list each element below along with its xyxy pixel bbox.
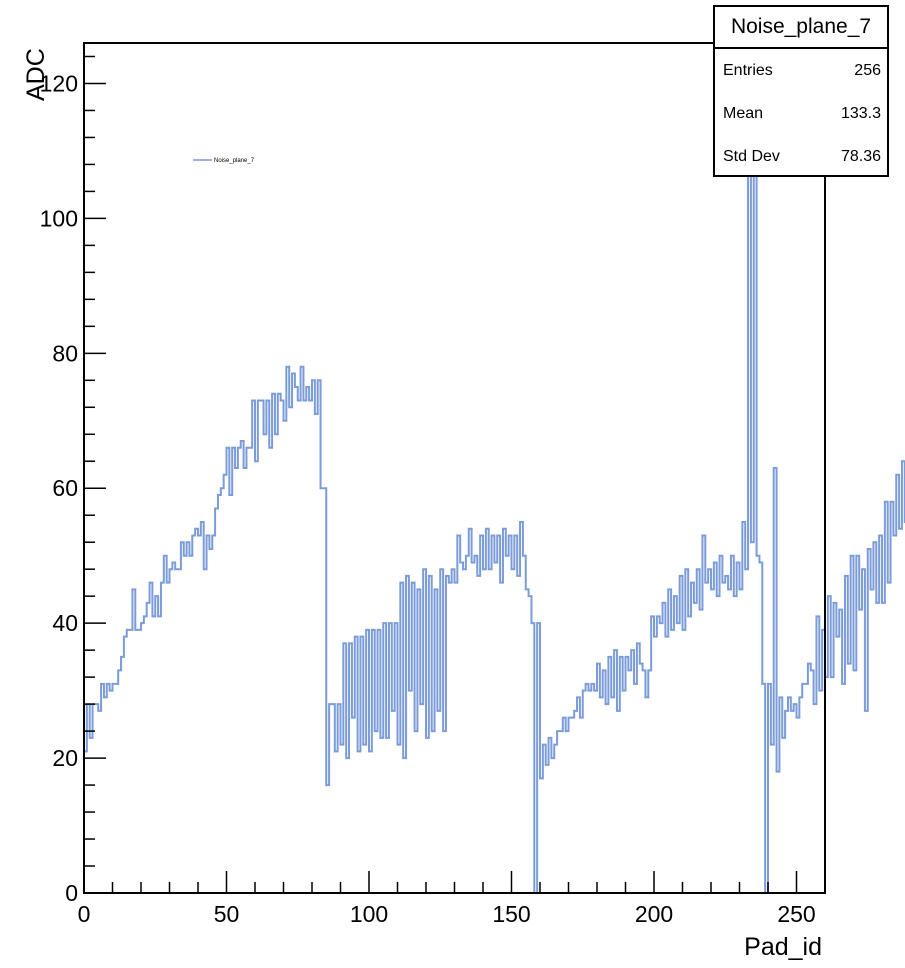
- y-tick-label: 20: [52, 745, 78, 771]
- x-tick-label: 50: [214, 901, 240, 927]
- stats-value: 256: [854, 62, 881, 79]
- ticks-layer: 0 50 100 150 200 250 0 20 40 60 80 100 120: [40, 55, 826, 927]
- stats-label: Mean: [723, 105, 764, 122]
- series-line-noise-plane-7: [83, 82, 905, 894]
- stats-box: Noise_plane_7 Entries 256 Mean 133.3 Std…: [713, 5, 889, 177]
- stats-value: 133.3: [840, 105, 881, 122]
- series-layer: [83, 82, 905, 894]
- stats-label: Entries: [723, 62, 773, 79]
- y-tick-label: 0: [65, 880, 78, 906]
- legend-label: Noise_plane_7: [214, 158, 255, 164]
- stats-row-mean: Mean 133.3: [715, 92, 887, 135]
- stats-title: Noise_plane_7: [715, 7, 887, 49]
- stats-label: Std Dev: [723, 148, 780, 165]
- y-tick-label: 120: [40, 70, 78, 96]
- x-tick-label: 250: [777, 901, 815, 927]
- stats-value: 78.36: [840, 148, 881, 165]
- x-tick-label: 0: [78, 901, 91, 927]
- x-tick-label: 200: [635, 901, 673, 927]
- y-tick-label: 60: [52, 475, 78, 501]
- x-tick-label: 100: [350, 901, 388, 927]
- y-tick-label: 40: [52, 610, 78, 636]
- y-axis-title: ADC: [22, 48, 50, 101]
- y-tick-label: 100: [40, 205, 78, 231]
- y-tick-label: 80: [52, 340, 78, 366]
- legend: Noise_plane_7: [193, 158, 255, 164]
- x-tick-label: 150: [492, 901, 530, 927]
- stats-row-entries: Entries 256: [715, 49, 887, 92]
- x-axis-title: Pad_id: [744, 933, 822, 961]
- stats-row-stddev: Std Dev 78.36: [715, 135, 887, 178]
